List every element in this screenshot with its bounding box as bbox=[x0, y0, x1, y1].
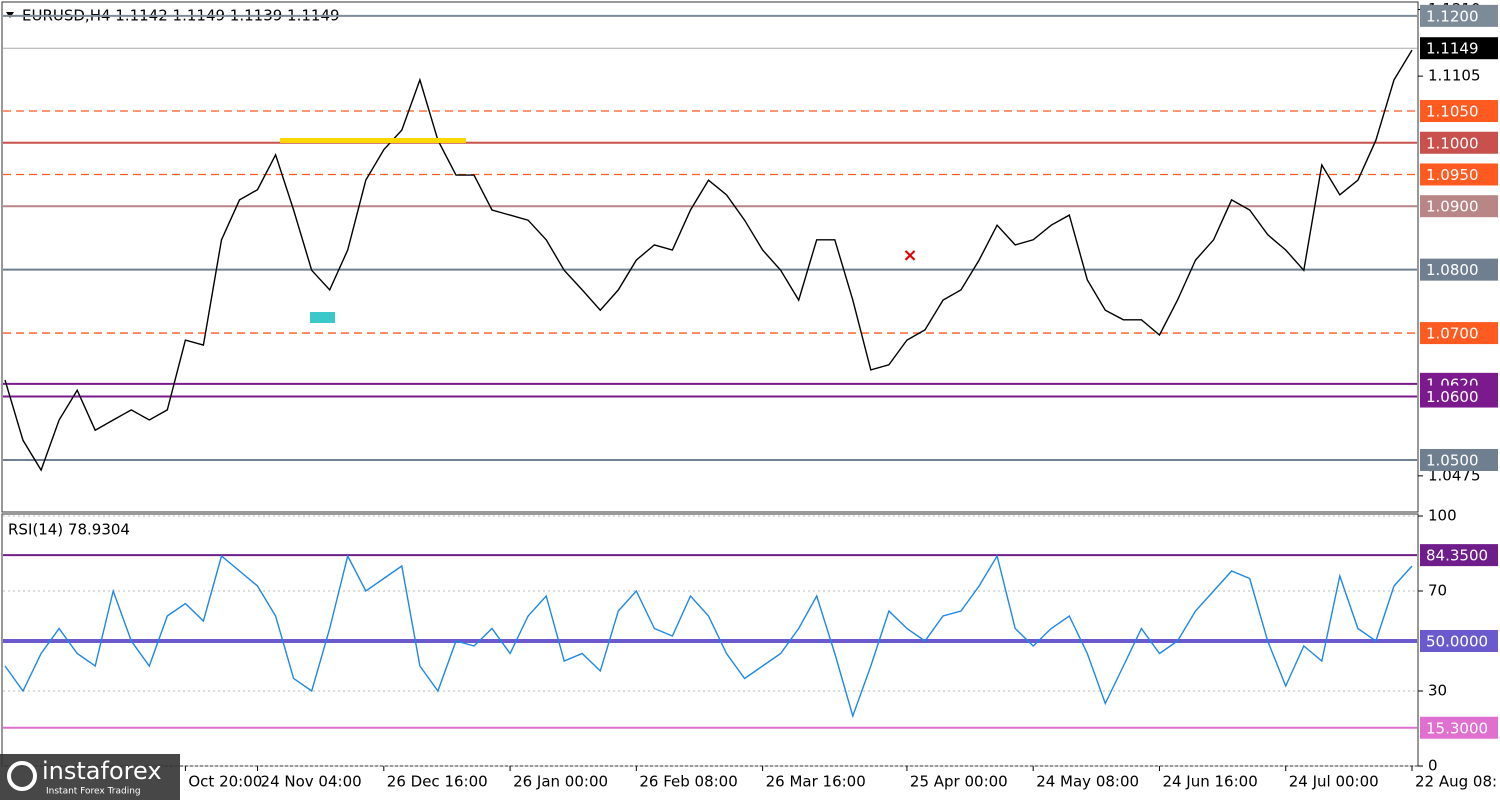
y-tick-label: 70 bbox=[1428, 582, 1447, 600]
logo-icon bbox=[7, 761, 37, 791]
level-label: 1.0950 bbox=[1426, 166, 1479, 184]
level-badge bbox=[1420, 4, 1498, 27]
level-label: 1.1200 bbox=[1426, 7, 1479, 25]
last-price-badge bbox=[1420, 37, 1498, 60]
level-badge bbox=[1420, 163, 1498, 186]
logo-brand: instaforex bbox=[42, 757, 162, 785]
level-badge bbox=[1420, 131, 1498, 154]
logo-tagline: Instant Forex Trading bbox=[46, 787, 141, 797]
level-badge bbox=[1420, 448, 1498, 471]
series-line bbox=[4, 554, 1413, 719]
level-label: 50.0000 bbox=[1426, 633, 1488, 651]
price-frame bbox=[1, 1, 1419, 513]
level-badge bbox=[1420, 195, 1498, 218]
x-tick-label: 26 Jan 00:00 bbox=[513, 773, 608, 791]
logo: instaforex Instant Forex Trading bbox=[0, 754, 180, 800]
x-tick-label: 24 Nov 04:00 bbox=[261, 773, 362, 791]
level-label: 1.0900 bbox=[1426, 198, 1479, 216]
series-line bbox=[4, 49, 1413, 472]
level-badge bbox=[1420, 258, 1498, 281]
x-tick-label: 26 Dec 16:00 bbox=[387, 773, 488, 791]
level-badge bbox=[1420, 716, 1498, 739]
zone bbox=[310, 312, 335, 323]
logo-bg bbox=[0, 754, 180, 800]
last-price-label: 1.1149 bbox=[1426, 40, 1479, 58]
level-label: 1.0700 bbox=[1426, 325, 1479, 343]
zone bbox=[280, 138, 466, 143]
level-label: 1.0800 bbox=[1426, 261, 1479, 279]
rsi-title: RSI(14) 78.9304 bbox=[8, 521, 130, 539]
level-badge bbox=[1420, 100, 1498, 123]
y-tick-label: 100 bbox=[1428, 507, 1457, 525]
level-badge bbox=[1420, 630, 1498, 652]
level-label: 1.0500 bbox=[1426, 451, 1479, 469]
level-label: 1.0600 bbox=[1426, 388, 1479, 406]
level-label: 1.1000 bbox=[1426, 134, 1479, 152]
y-tick-label: 1.1105 bbox=[1428, 67, 1481, 85]
level-label: 1.1050 bbox=[1426, 103, 1479, 121]
level-badge bbox=[1420, 544, 1498, 567]
y-tick-label: 0 bbox=[1428, 757, 1438, 775]
x-tick-label: 22 Aug 08: bbox=[1415, 773, 1497, 791]
x-tick-label: 24 May 08:00 bbox=[1036, 773, 1139, 791]
x-tick-label: 26 Feb 08:00 bbox=[639, 773, 737, 791]
x-tick-label: 25 Apr 00:00 bbox=[910, 773, 1008, 791]
level-label: 15.3000 bbox=[1426, 719, 1488, 737]
x-tick-label: Oct 20:00 bbox=[188, 773, 262, 791]
x-tick-label: 26 Mar 16:00 bbox=[766, 773, 866, 791]
level-label: 84.3500 bbox=[1426, 547, 1488, 565]
level-badge bbox=[1420, 385, 1498, 408]
x-tick-label: 24 Jul 00:00 bbox=[1289, 773, 1379, 791]
x-tick-label: 24 Jun 16:00 bbox=[1162, 773, 1257, 791]
cross-marker: × bbox=[902, 245, 917, 266]
level-badge bbox=[1420, 322, 1498, 345]
y-tick-label: 30 bbox=[1428, 682, 1447, 700]
